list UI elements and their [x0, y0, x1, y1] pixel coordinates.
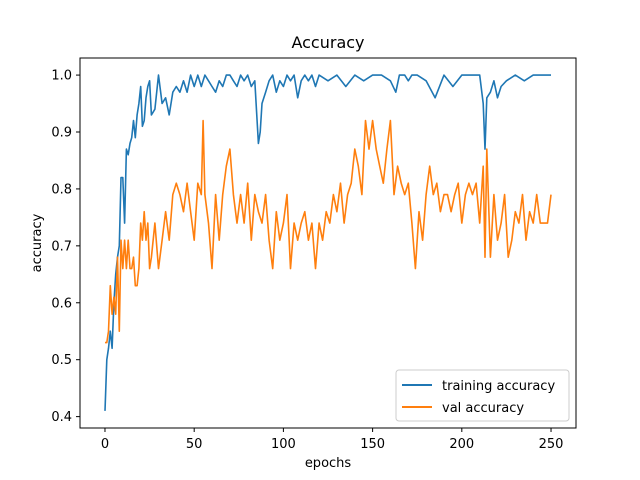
- y-axis-label: accuracy: [30, 213, 45, 272]
- chart-title: Accuracy: [291, 33, 364, 52]
- y-tick-label: 1.0: [51, 69, 72, 84]
- x-tick-label: 250: [539, 437, 564, 452]
- series-line-val-accuracy: [105, 119, 552, 344]
- legend-label-training: training accuracy: [442, 379, 555, 394]
- legend: training accuracy val accuracy: [395, 369, 570, 422]
- x-tick-label: 100: [271, 437, 296, 452]
- y-tick-label: 0.7: [51, 239, 72, 254]
- plot-area: [104, 74, 552, 411]
- legend-box: [395, 369, 570, 422]
- x-tick-label: 0: [101, 437, 109, 452]
- x-tick-label: 50: [186, 437, 203, 452]
- legend-label-val: val accuracy: [442, 401, 524, 416]
- y-tick-label: 0.9: [51, 126, 72, 141]
- y-tick-label: 0.6: [51, 296, 72, 311]
- y-tick-label: 0.5: [51, 353, 72, 368]
- x-tick-label: 150: [360, 437, 385, 452]
- x-axis: 0 50 100 150 200 250: [101, 428, 564, 452]
- y-tick-label: 0.4: [51, 410, 72, 425]
- series-line-training-accuracy: [104, 74, 551, 411]
- x-tick-label: 200: [449, 437, 474, 452]
- axes-frame: [79, 57, 577, 429]
- y-tick-label: 0.8: [51, 182, 72, 197]
- x-axis-label: epochs: [305, 456, 352, 471]
- y-axis: 0.4 0.5 0.6 0.7 0.8 0.9 1.0: [51, 69, 80, 425]
